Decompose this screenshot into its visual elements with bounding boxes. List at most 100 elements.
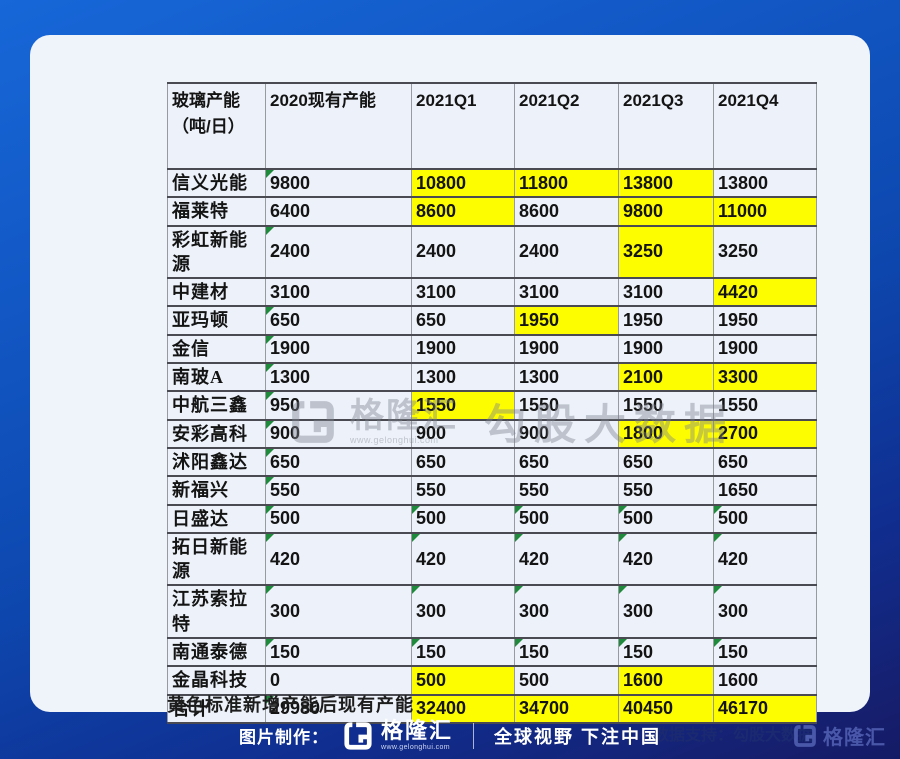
- company-name-cell: 金信: [167, 333, 266, 365]
- comment-corner-marker: [515, 506, 523, 514]
- capacity-value-cell: 1600: [618, 665, 714, 696]
- capacity-value-cell: 1950: [618, 305, 714, 336]
- table-header: 玻璃产能（吨/日） 2020现有产能 2021Q1 2021Q2 2021Q3 2021Q…: [167, 82, 817, 170]
- table-title-cell: 玻璃产能（吨/日）: [167, 82, 266, 170]
- capacity-value-cell: 13800: [713, 167, 817, 199]
- capacity-value-cell: 13800: [618, 167, 714, 199]
- company-name-cell: 亚玛顿: [167, 305, 266, 336]
- comment-corner-marker: [412, 506, 420, 514]
- company-name-cell: 彩虹新能源: [167, 224, 266, 280]
- capacity-value-cell: 650: [713, 446, 817, 478]
- table-row: 合计 29980 32400 34700 40450 46170: [167, 693, 817, 724]
- capacity-value-cell: 9800: [618, 196, 714, 227]
- capacity-value-cell: 3100: [265, 277, 412, 308]
- comment-corner-marker: [266, 171, 274, 178]
- capacity-value-cell: 3100: [411, 277, 515, 308]
- capacity-value-cell: 1800: [618, 418, 714, 449]
- capacity-value-cell: 300: [514, 584, 619, 640]
- table-row: 日盛达 500 500 500 500 500: [167, 503, 817, 534]
- capacity-value-cell: 550: [411, 475, 515, 506]
- comment-corner-marker: [412, 640, 420, 648]
- table-row: 金晶科技 0 500 500 1600 1600: [167, 665, 817, 696]
- capacity-value-cell: 900: [265, 418, 412, 449]
- capacity-value-cell: 9800: [265, 167, 412, 199]
- capacity-value-cell: 6400: [265, 196, 412, 227]
- table-row: 南玻A 1300 1300 1300 2100 3300: [167, 362, 817, 393]
- capacity-value-cell: 1950: [713, 305, 817, 336]
- table-row: 沭阳鑫达 650 650 650 650 650: [167, 446, 817, 478]
- capacity-value-cell: 950: [265, 390, 412, 421]
- capacity-value-cell: 46170: [713, 693, 817, 724]
- capacity-value-cell: 500: [514, 503, 619, 534]
- capacity-value-cell: 1900: [713, 333, 817, 365]
- comment-corner-marker: [619, 640, 627, 648]
- comment-corner-marker: [412, 534, 420, 542]
- capacity-value-cell: 1300: [411, 362, 515, 393]
- content-card: 玻璃产能（吨/日） 2020现有产能 2021Q1 2021Q2 2021Q3 2021Q…: [30, 35, 870, 744]
- capacity-value-cell: 300: [265, 584, 412, 640]
- table-row: 福莱特 6400 8600 8600 9800 11000: [167, 196, 817, 227]
- capacity-value-cell: 0: [265, 665, 412, 696]
- capacity-value-cell: 2700: [713, 418, 817, 449]
- capacity-value-cell: 900: [514, 418, 619, 449]
- capacity-value-cell: 500: [411, 665, 515, 696]
- table-row: 金信 1900 1900 1900 1900 1900: [167, 333, 817, 365]
- company-name-cell: 金晶科技: [167, 665, 266, 696]
- capacity-value-cell: 420: [618, 531, 714, 587]
- capacity-value-cell: 300: [618, 584, 714, 640]
- capacity-value-cell: 900: [411, 418, 515, 449]
- gelonghui-logo-icon: [794, 724, 816, 747]
- capacity-value-cell: 500: [618, 503, 714, 534]
- capacity-value-cell: 2400: [514, 224, 619, 280]
- capacity-value-cell: 3100: [618, 277, 714, 308]
- capacity-value-cell: 11000: [713, 196, 817, 227]
- bottom-bar: 图片制作： 格隆汇 www.gelonghui.com 全球视野 下注中国: [0, 712, 900, 759]
- company-name-cell: 拓日新能源: [167, 531, 266, 587]
- company-name-cell: 合计: [167, 693, 266, 724]
- capacity-value-cell: 10800: [411, 167, 515, 199]
- capacity-value-cell: 1550: [713, 390, 817, 421]
- capacity-value-cell: 8600: [514, 196, 619, 227]
- column-header: 2021Q3: [618, 82, 714, 170]
- capacity-value-cell: 1900: [514, 333, 619, 365]
- company-name-cell: 新福兴: [167, 475, 266, 506]
- comment-corner-marker: [266, 308, 274, 316]
- capacity-value-cell: 32400: [411, 693, 515, 724]
- comment-corner-marker: [714, 534, 722, 542]
- capacity-value-cell: 650: [265, 446, 412, 478]
- capacity-value-cell: 3250: [713, 224, 817, 280]
- comment-corner-marker: [619, 506, 627, 514]
- comment-corner-marker: [266, 393, 274, 401]
- capacity-value-cell: 1550: [618, 390, 714, 421]
- comment-corner-marker: [619, 534, 627, 542]
- capacity-value-cell: 500: [411, 503, 515, 534]
- capacity-value-cell: 3250: [618, 224, 714, 280]
- comment-corner-marker: [515, 640, 523, 648]
- table-row: 拓日新能源 420 420 420 420 420: [167, 531, 817, 587]
- capacity-value-cell: 1900: [265, 333, 412, 365]
- comment-corner-marker: [266, 506, 274, 514]
- capacity-value-cell: 550: [618, 475, 714, 506]
- company-name-cell: 中航三鑫: [167, 390, 266, 421]
- column-header: 2021Q1: [411, 82, 515, 170]
- comment-corner-marker: [266, 227, 274, 235]
- capacity-value-cell: 1900: [411, 333, 515, 365]
- made-by-label: 图片制作：: [238, 728, 329, 747]
- capacity-value-cell: 2100: [618, 362, 714, 393]
- capacity-value-cell: 1550: [411, 390, 515, 421]
- capacity-value-cell: 150: [713, 637, 817, 668]
- column-header: 2020现有产能: [265, 82, 412, 170]
- comment-corner-marker: [714, 506, 722, 514]
- capacity-value-cell: 420: [514, 531, 619, 587]
- capacity-value-cell: 1600: [713, 665, 817, 696]
- column-header: 2021Q4: [713, 82, 817, 170]
- yellow-legend-note: 黄色标准新增产能后现有产能: [167, 695, 414, 715]
- capacity-value-cell: 8600: [411, 196, 515, 227]
- table-row: 南通泰德 150 150 150 150 150: [167, 637, 817, 668]
- corner-logo: 格隆汇: [793, 721, 886, 750]
- capacity-value-cell: 2400: [411, 224, 515, 280]
- table-row: 亚玛顿 650 650 1950 1950 1950: [167, 305, 817, 336]
- capacity-value-cell: 1950: [514, 305, 619, 336]
- company-name-cell: 中建材: [167, 277, 266, 308]
